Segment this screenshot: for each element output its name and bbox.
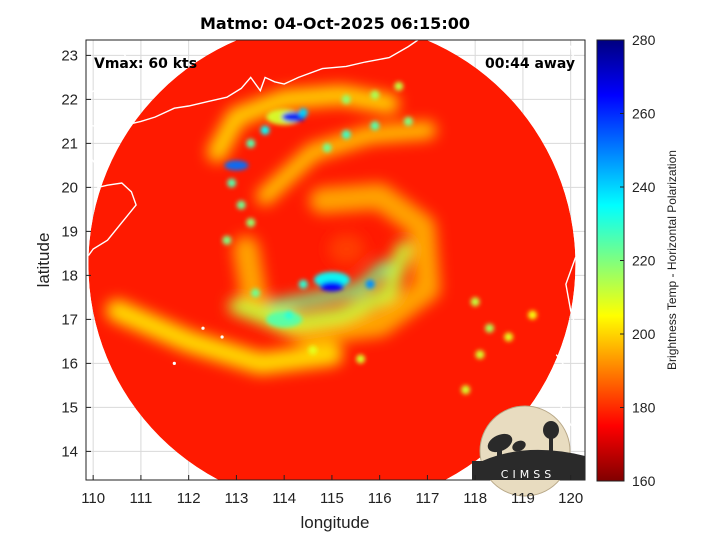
chart-title: Matmo: 04-Oct-2025 06:15:00 xyxy=(200,14,470,33)
y-tick-label: 20 xyxy=(61,179,78,196)
colorbar-tick-label: 260 xyxy=(632,106,656,122)
vmax-annotation: Vmax: 60 kts xyxy=(94,56,197,72)
colorbar-gradient xyxy=(596,39,625,482)
y-tick-label: 17 xyxy=(61,311,78,328)
convective-cell xyxy=(298,108,308,118)
coast-segment xyxy=(560,40,585,78)
convective-cell xyxy=(356,354,366,364)
y-tick-label: 15 xyxy=(61,399,78,416)
convective-cell xyxy=(322,143,332,153)
convective-cell xyxy=(222,235,232,245)
convective-cell xyxy=(298,279,308,289)
convective-cell xyxy=(246,138,256,148)
convective-cell xyxy=(308,345,318,355)
convective-cell xyxy=(370,90,380,100)
rainband xyxy=(268,260,391,313)
y-tick-label: 19 xyxy=(61,223,78,240)
coastline xyxy=(86,40,585,435)
x-tick-label: 116 xyxy=(368,490,392,507)
eye-region xyxy=(328,234,365,264)
convective-cell xyxy=(341,94,351,104)
convective-cell xyxy=(260,125,270,135)
convective-cell xyxy=(394,81,404,91)
x-tick-label: 117 xyxy=(415,490,439,507)
plot-frame xyxy=(85,39,586,481)
rainband xyxy=(256,121,437,206)
coast-segment xyxy=(555,354,585,435)
colorbar-tick-label: 180 xyxy=(632,400,656,416)
rainband xyxy=(106,299,343,375)
x-axis: 110 111 112 113 114 115 116 117 118 119 120 xyxy=(81,475,583,507)
x-tick-label: 110 xyxy=(81,490,105,507)
x-tick-label: 114 xyxy=(272,490,296,507)
convective-cell xyxy=(227,178,237,188)
y-tick-label: 21 xyxy=(61,135,78,152)
cimss-logo: CIMSS xyxy=(472,405,585,497)
northwest-hotspot xyxy=(224,160,249,171)
colorbar-tick-label: 280 xyxy=(632,32,656,48)
convective-cell xyxy=(475,350,485,360)
swath-details xyxy=(222,81,537,395)
y-tick-label: 22 xyxy=(61,91,78,108)
eyewall-hotspot xyxy=(319,281,344,292)
convective-cell xyxy=(504,332,514,342)
x-tick-label: 111 xyxy=(130,490,153,507)
y-axis-label: latitude xyxy=(34,233,53,288)
y-tick-label: 16 xyxy=(61,355,78,372)
rainband xyxy=(207,85,400,163)
brightness-swath xyxy=(88,40,576,480)
convective-cell xyxy=(370,121,380,131)
x-tick-label: 120 xyxy=(558,490,583,507)
y-tick-label: 18 xyxy=(61,267,78,284)
coast-segment xyxy=(565,248,585,355)
island xyxy=(172,361,176,365)
island xyxy=(201,326,205,330)
logo-tower-leg xyxy=(549,434,553,462)
convective-cell xyxy=(461,385,471,395)
south-rainband xyxy=(266,311,303,328)
logo-text: CIMSS xyxy=(501,468,555,481)
convective-cell xyxy=(246,218,256,228)
x-tick-label: 115 xyxy=(320,490,344,507)
coast-segment xyxy=(86,40,419,132)
x-axis-label: longitude xyxy=(300,513,369,532)
logo-dish-small xyxy=(512,440,526,452)
convective-cell xyxy=(236,200,246,210)
convective-cell xyxy=(484,323,494,333)
colorbar-label: Brightness Temp - Horizontal Polarizatio… xyxy=(665,150,679,370)
convective-cell xyxy=(251,288,261,298)
x-tick-label: 112 xyxy=(177,490,201,507)
coast-segment xyxy=(86,151,137,257)
colorbar-ticks: 160 180 200 220 240 260 280 xyxy=(620,32,656,489)
convective-cell xyxy=(365,279,375,289)
colorbar-tick-label: 240 xyxy=(632,179,656,195)
logo-dish xyxy=(487,433,513,453)
convective-cell xyxy=(284,310,294,320)
colorbar-tick-label: 200 xyxy=(632,326,656,342)
colorbar-tick-label: 160 xyxy=(632,473,656,489)
coast-segment xyxy=(86,40,137,96)
convective-cell xyxy=(527,310,537,320)
colorbar: 160 180 200 220 240 260 280 Brightness Temp - … xyxy=(596,32,679,489)
convective-cell xyxy=(470,297,480,307)
x-tick-label: 119 xyxy=(511,490,535,507)
logo-dish-stand xyxy=(497,446,502,462)
swath-background xyxy=(88,40,576,480)
convective-cell xyxy=(341,130,351,140)
colorbar-tick-label: 220 xyxy=(632,253,656,269)
y-tick-label: 14 xyxy=(61,443,78,460)
time-away-annotation: 00:44 away xyxy=(485,56,575,72)
convective-cell xyxy=(403,116,413,126)
swath-structure xyxy=(106,85,441,375)
logo-tower xyxy=(543,421,559,439)
x-tick-label: 113 xyxy=(224,490,248,507)
plot-area xyxy=(86,40,585,480)
x-tick-label: 118 xyxy=(463,490,487,507)
y-axis: 14 15 16 17 18 19 20 21 22 23 xyxy=(61,47,91,460)
island xyxy=(220,335,224,339)
y-tick-label: 23 xyxy=(61,47,78,64)
